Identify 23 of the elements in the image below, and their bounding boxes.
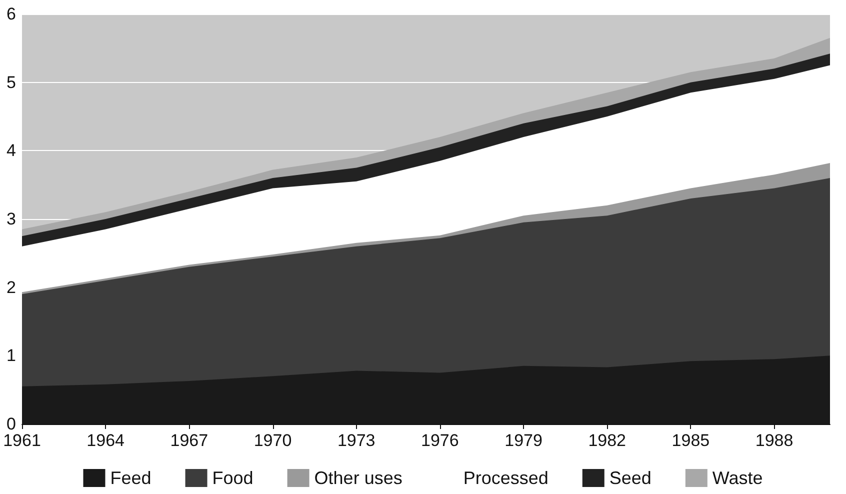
x-tick-label: 1979 [504, 431, 542, 450]
y-tick-label: 4 [6, 141, 16, 160]
y-tick-label: 3 [6, 210, 16, 228]
legend-label: Food [212, 468, 254, 488]
legend-label: Other uses [314, 468, 402, 488]
x-tick-label: 1967 [170, 431, 208, 450]
y-tick-label: 0 [6, 414, 16, 434]
x-tick-label: 1976 [421, 431, 459, 450]
y-tick-label: 5 [6, 72, 16, 92]
x-tick-label: 1985 [672, 431, 710, 450]
legend-label: Waste [712, 468, 763, 488]
y-tick-label: 1 [6, 346, 16, 366]
x-tick-label: 1973 [337, 431, 376, 450]
text: Processed [463, 468, 548, 488]
x-tick-label: 1964 [86, 431, 124, 450]
legend-label: Feed [110, 468, 152, 488]
legend-label: Seed [609, 468, 652, 488]
x-tick-label: 1988 [755, 431, 794, 450]
y-tick-label: 6 [6, 4, 16, 24]
x-tick-label: 1970 [254, 431, 292, 450]
x-tick-label: 1982 [588, 431, 626, 450]
x-tick-label: 1961 [3, 431, 41, 450]
y-tick-label: 2 [6, 278, 16, 297]
